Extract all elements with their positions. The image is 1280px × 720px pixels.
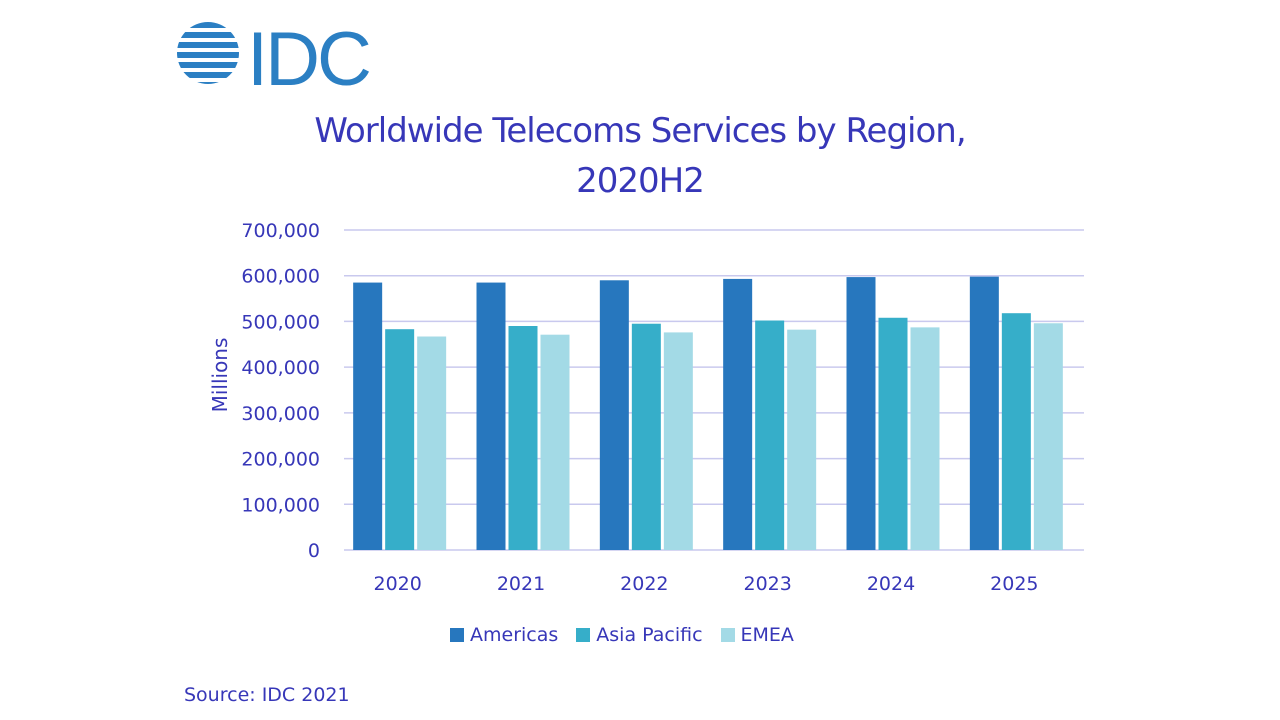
y-tick-label: 700,000 [241, 220, 320, 242]
y-tick-label: 400,000 [241, 357, 320, 379]
y-tick-label: 100,000 [241, 494, 320, 516]
legend-label-americas: Americas [470, 624, 559, 646]
bar-asia-pacific-2023 [755, 320, 785, 550]
bar-asia-pacific-2022 [631, 323, 661, 550]
bar-asia-pacific-2021 [508, 326, 538, 550]
legend-item-americas: Americas [450, 624, 558, 646]
chart-title-line-1: Worldwide Telecoms Services by Region, [314, 111, 966, 151]
x-axis-ticks: 2020 2021 2022 2023 2024 2025 [373, 573, 1038, 595]
legend-item-emea: EMEA [720, 624, 794, 646]
y-tick-label: 600,000 [241, 266, 320, 288]
legend-swatch-asia-pacific [576, 628, 591, 642]
bar-emea-2020 [417, 336, 447, 550]
y-tick-label: 300,000 [241, 403, 320, 425]
bar-asia-pacific-2024 [878, 317, 908, 550]
bar-americas-2025 [969, 276, 999, 550]
bar-emea-2021 [540, 334, 570, 550]
bar-emea-2025 [1033, 323, 1063, 550]
bar-asia-pacific-2025 [1001, 313, 1031, 550]
source-note: Source: IDC 2021 [184, 684, 350, 706]
bar-americas-2020 [353, 282, 383, 550]
y-axis-ticks: 0 100,000 200,000 300,000 400,000 500,000 600,… [241, 220, 320, 562]
y-tick-label: 200,000 [241, 449, 320, 471]
legend-label-asia-pacific: Asia Pacific [596, 624, 703, 646]
x-tick-label: 2021 [497, 573, 545, 595]
x-tick-label: 2023 [743, 573, 791, 595]
legend-label-emea: EMEA [740, 624, 794, 646]
x-tick-label: 2020 [373, 573, 421, 595]
bar-americas-2021 [476, 282, 506, 550]
x-tick-label: 2022 [620, 573, 668, 595]
legend-swatch-americas [450, 628, 464, 642]
bar-emea-2023 [787, 329, 817, 550]
bars [353, 276, 1063, 550]
x-tick-label: 2024 [867, 573, 915, 595]
gridlines [344, 229, 1084, 551]
bar-emea-2022 [663, 332, 693, 550]
bar-asia-pacific-2020 [385, 329, 415, 550]
bar-emea-2024 [910, 327, 940, 550]
legend-swatch-emea [720, 628, 735, 642]
y-tick-label: 0 [308, 540, 320, 562]
bar-americas-2022 [599, 280, 629, 550]
idc-logo: IDC [172, 16, 387, 98]
y-axis-label: Millions [208, 338, 232, 413]
bar-americas-2023 [723, 278, 753, 550]
bar-americas-2024 [846, 277, 876, 550]
logo-wordmark: IDC [247, 17, 372, 102]
legend: Americas Asia Pacific EMEA [450, 622, 812, 648]
chart-title: Worldwide Telecoms Services by Region, 2… [240, 106, 1040, 206]
chart-title-line-2: 2020H2 [576, 161, 705, 201]
y-tick-label: 500,000 [241, 311, 320, 333]
legend-item-asia-pacific: Asia Pacific [576, 624, 703, 646]
x-tick-label: 2025 [990, 573, 1038, 595]
globe-stripes-icon [177, 22, 239, 84]
